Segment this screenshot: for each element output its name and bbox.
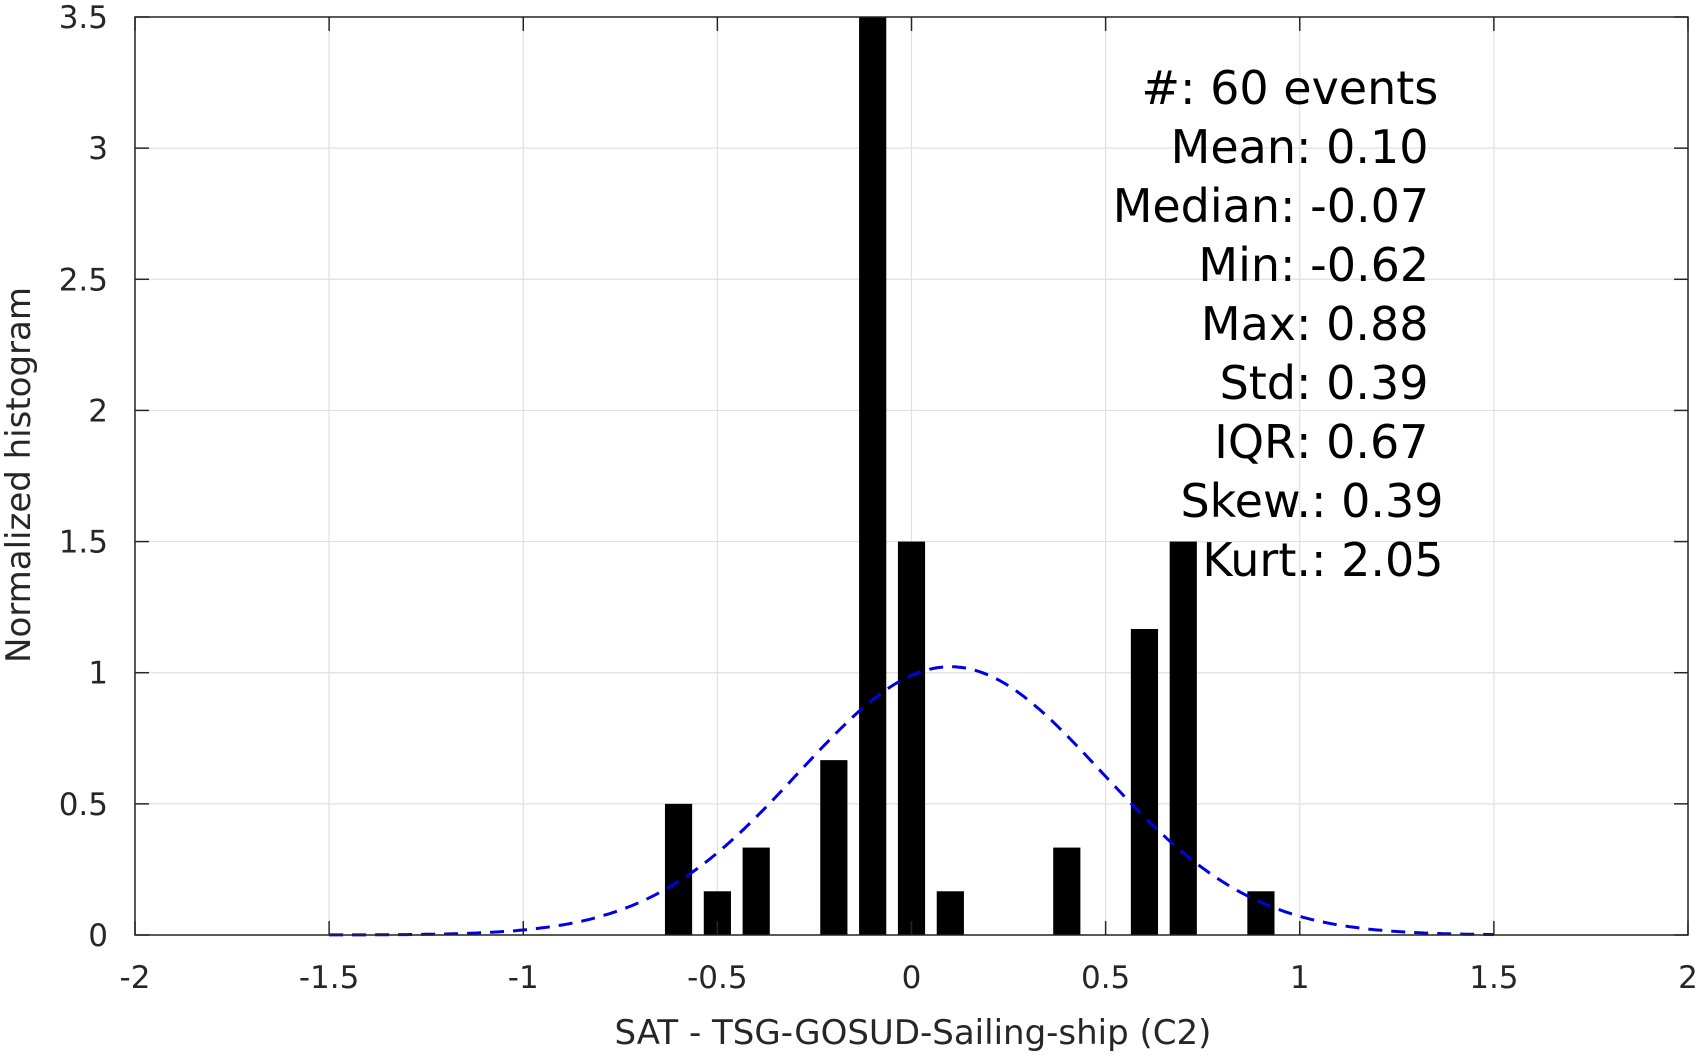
x-tick-label: 1 bbox=[1290, 960, 1310, 996]
x-axis-label: SAT - TSG-GOSUD-Sailing-ship (C2) bbox=[615, 1013, 1212, 1053]
y-axis-label: Normalized histogram bbox=[0, 287, 39, 663]
y-tick-label: 1.5 bbox=[59, 525, 108, 561]
x-tick-label: 0 bbox=[902, 960, 922, 996]
histogram-bar bbox=[820, 760, 848, 935]
histogram-bar bbox=[936, 891, 964, 935]
y-tick-label: 0 bbox=[88, 918, 108, 954]
stat-label: Min bbox=[1198, 238, 1280, 292]
x-tick-label: 2 bbox=[1678, 960, 1698, 996]
histogram-bar bbox=[859, 17, 887, 935]
stat-label: Skew. bbox=[1180, 474, 1311, 528]
x-tick-label: 1.5 bbox=[1469, 960, 1518, 996]
histogram-bar bbox=[1130, 628, 1159, 935]
stat-value: : 0.39 bbox=[1296, 356, 1429, 410]
stat-value: : 0.10 bbox=[1296, 120, 1429, 174]
histogram-bar bbox=[1053, 847, 1081, 935]
histogram-bar bbox=[1247, 891, 1275, 935]
x-tick-label: -2 bbox=[120, 960, 151, 996]
stat-label: Median bbox=[1113, 179, 1280, 233]
stat-value: : -0.62 bbox=[1280, 238, 1429, 292]
y-tick-label: 0.5 bbox=[59, 787, 108, 823]
stat-value: : 60 events bbox=[1180, 61, 1438, 115]
histogram-bar bbox=[742, 847, 770, 935]
stat-label: Max bbox=[1201, 297, 1296, 351]
x-tick-label: -1 bbox=[508, 960, 539, 996]
axis-ticks: -2 -1.5 -1 -0.5 0 0.5 1 1.5 2 0 0.5 1 1.5 2 2.5 3 3.5 bbox=[59, 0, 1698, 996]
stat-value: : 0.67 bbox=[1296, 415, 1429, 469]
y-tick-label: 3.5 bbox=[59, 0, 108, 36]
y-tick-label: 1 bbox=[88, 656, 108, 692]
stat-value: : 0.88 bbox=[1296, 297, 1429, 351]
histogram-bar bbox=[664, 803, 693, 935]
stat-label: # bbox=[1141, 61, 1180, 115]
stat-label: Kurt. bbox=[1202, 533, 1311, 587]
histogram-bar bbox=[897, 541, 926, 935]
y-tick-label: 2.5 bbox=[59, 262, 108, 298]
stat-label: IQR bbox=[1214, 415, 1296, 469]
stat-value: : 0.39 bbox=[1311, 474, 1444, 528]
x-tick-label: 0.5 bbox=[1081, 960, 1130, 996]
stat-value: : -0.07 bbox=[1280, 179, 1429, 233]
x-tick-label: -1.5 bbox=[299, 960, 360, 996]
x-tick-label: -0.5 bbox=[687, 960, 748, 996]
histogram-bars bbox=[664, 17, 1275, 935]
histogram-bar bbox=[1169, 541, 1197, 935]
stat-label: Std bbox=[1220, 356, 1296, 410]
stat-value: : 2.05 bbox=[1311, 533, 1444, 587]
y-tick-label: 3 bbox=[88, 131, 108, 167]
stat-label: Mean bbox=[1171, 120, 1296, 174]
y-tick-label: 2 bbox=[88, 393, 108, 429]
